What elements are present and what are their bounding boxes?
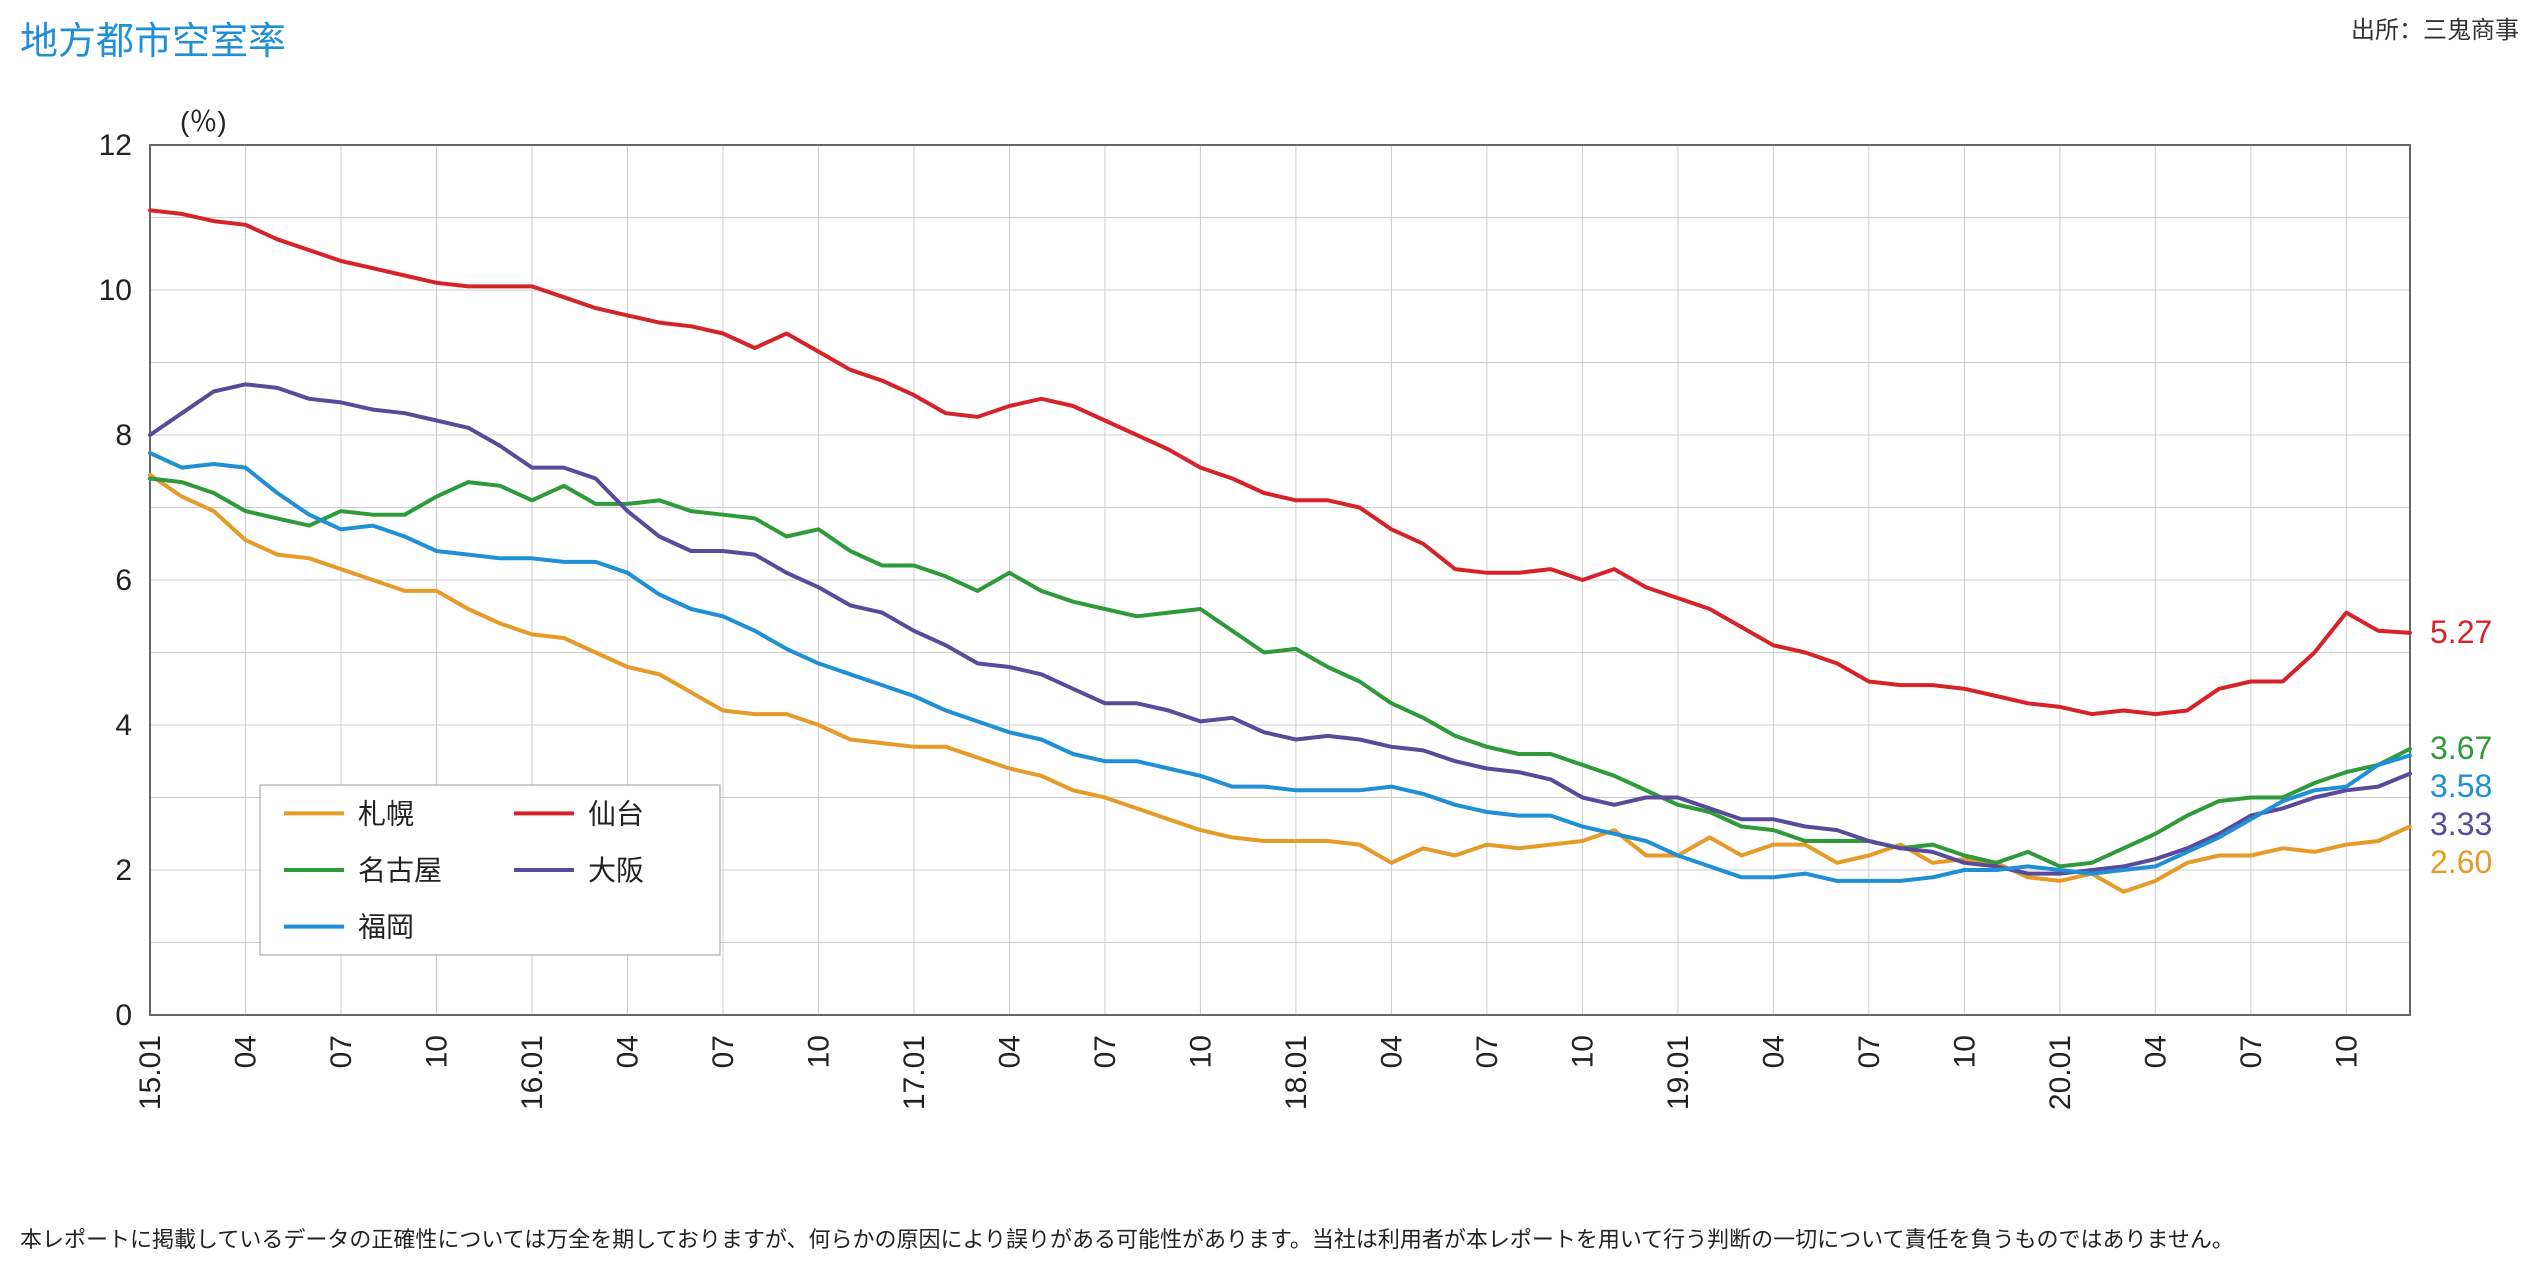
y-tick-label: 8 bbox=[115, 419, 132, 452]
x-minor-tick-label: 04 bbox=[1757, 1035, 1790, 1068]
x-minor-tick-label: 07 bbox=[2235, 1035, 2268, 1068]
y-tick-label: 10 bbox=[99, 274, 132, 307]
x-minor-tick-label: 07 bbox=[1853, 1035, 1886, 1068]
x-minor-tick-label: 10 bbox=[420, 1035, 453, 1068]
x-minor-tick-label: 07 bbox=[707, 1035, 740, 1068]
series-end-label: 2.60 bbox=[2430, 844, 2492, 880]
x-minor-tick-label: 10 bbox=[1566, 1035, 1599, 1068]
series-end-label: 5.27 bbox=[2430, 614, 2492, 650]
y-tick-label: 6 bbox=[115, 564, 132, 597]
legend-label: 福岡 bbox=[358, 912, 414, 943]
y-unit-label: (％) bbox=[180, 106, 227, 137]
x-minor-tick-label: 10 bbox=[802, 1035, 835, 1068]
x-minor-tick-label: 07 bbox=[325, 1035, 358, 1068]
x-major-tick-label: 20.01 bbox=[2044, 1035, 2077, 1110]
y-tick-label: 12 bbox=[99, 129, 132, 162]
x-major-tick-label: 17.01 bbox=[898, 1035, 931, 1110]
x-minor-tick-label: 04 bbox=[1375, 1035, 1408, 1068]
series-end-label: 3.33 bbox=[2430, 806, 2492, 842]
x-minor-tick-label: 04 bbox=[2139, 1035, 2172, 1068]
disclaimer-text: 本レポートに掲載しているデータの正確性については万全を期しておりますが、何らかの… bbox=[20, 1222, 2519, 1254]
x-minor-tick-label: 10 bbox=[1948, 1035, 1981, 1068]
y-tick-label: 2 bbox=[115, 854, 132, 887]
x-minor-tick-label: 04 bbox=[229, 1035, 262, 1068]
legend-label: 仙台 bbox=[588, 798, 644, 829]
x-minor-tick-label: 04 bbox=[993, 1035, 1026, 1068]
x-major-tick-label: 15.01 bbox=[134, 1035, 167, 1110]
series-end-label: 3.67 bbox=[2430, 730, 2492, 766]
x-minor-tick-label: 07 bbox=[1471, 1035, 1504, 1068]
page-title: 地方都市空室率 bbox=[20, 10, 286, 65]
series-end-label: 3.58 bbox=[2430, 768, 2492, 804]
x-minor-tick-label: 10 bbox=[1184, 1035, 1217, 1068]
y-tick-label: 4 bbox=[115, 709, 132, 742]
x-minor-tick-label: 07 bbox=[1089, 1035, 1122, 1068]
vacancy-line-chart: 0 2 4 6 8 10 12 (％) 15.01 04 07 10 16.01 04 07 10 17.01 0… bbox=[80, 105, 2519, 1190]
x-major-tick-label: 18.01 bbox=[1280, 1035, 1313, 1110]
legend-label: 名古屋 bbox=[358, 855, 442, 886]
x-minor-tick-label: 04 bbox=[611, 1035, 644, 1068]
x-minor-tick-label: 10 bbox=[2330, 1035, 2363, 1068]
y-tick-label: 0 bbox=[115, 999, 132, 1032]
legend-label: 大阪 bbox=[588, 855, 644, 886]
x-major-tick-label: 16.01 bbox=[516, 1035, 549, 1110]
legend-label: 札幌 bbox=[358, 798, 414, 829]
x-major-tick-label: 19.01 bbox=[1662, 1035, 1695, 1110]
chart-svg: 0 2 4 6 8 10 12 (％) 15.01 04 07 10 16.01 04 07 10 17.01 0… bbox=[80, 105, 2520, 1185]
source-label: 出所：三鬼商事 bbox=[2351, 10, 2519, 45]
